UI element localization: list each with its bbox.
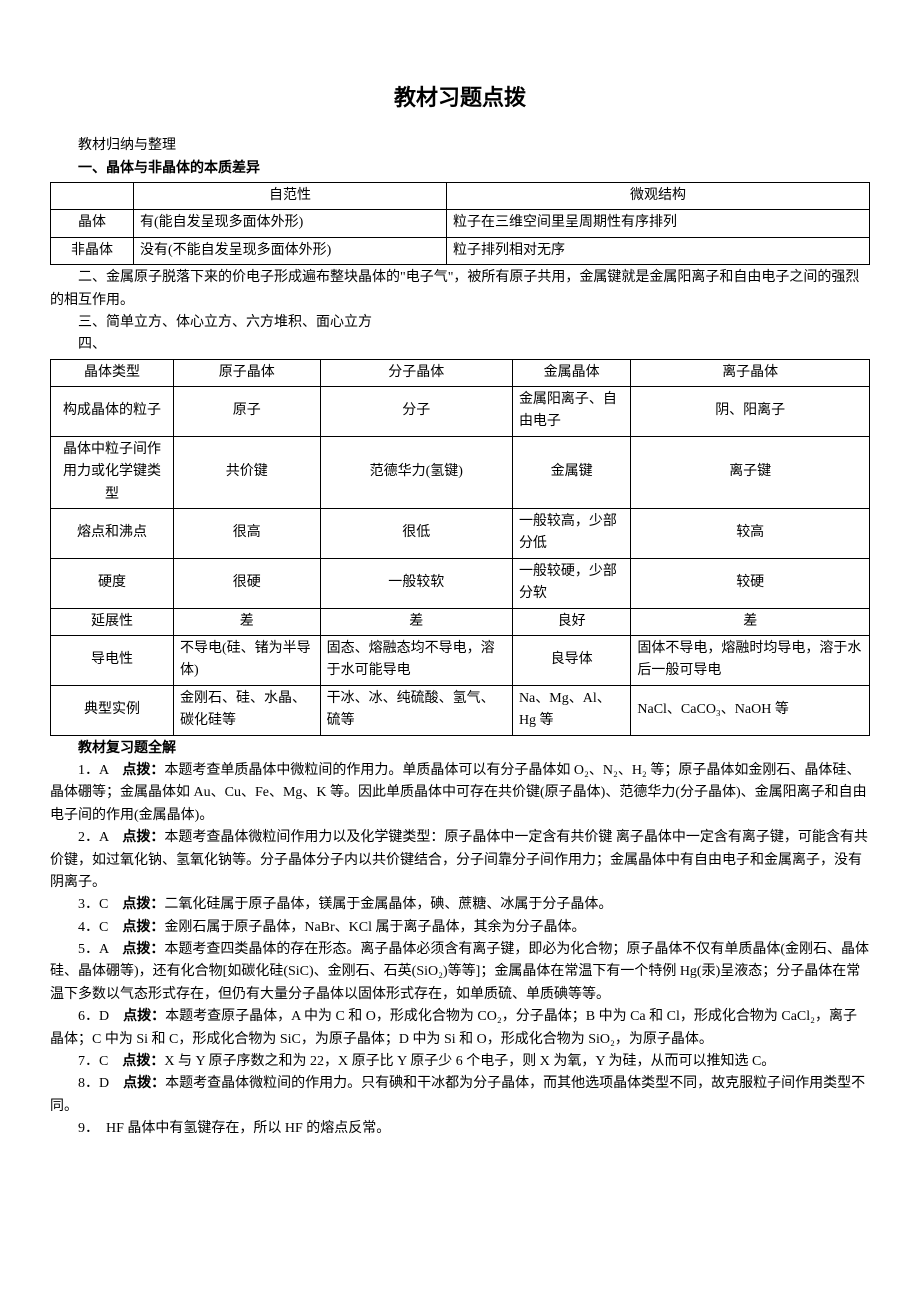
- table-row: 硬度 很硬 一般较软 一般较硬，少部分软 较硬: [51, 558, 870, 608]
- table-row: 晶体中粒子间作用力或化学键类型 共价键 范德华力(氢键) 金属键 离子键: [51, 436, 870, 508]
- th-blank: [51, 182, 134, 209]
- cell: 金属键: [512, 436, 630, 508]
- cell: 晶体: [51, 210, 134, 237]
- th: 原子晶体: [174, 359, 321, 386]
- table-row: 非晶体 没有(不能自发呈现多面体外形) 粒子排列相对无序: [51, 237, 870, 264]
- answer-text: 点拨：金刚石属于原子晶体，NaBr、KCl 属于离子晶体，其余为分子晶体。: [122, 920, 585, 935]
- cell: 干冰、冰、纯硫酸、氢气、硫等: [320, 685, 512, 735]
- row-label: 典型实例: [51, 685, 174, 735]
- cell: 金刚石、硅、水晶、碳化硅等: [174, 685, 321, 735]
- table-row: 熔点和沸点 很高 很低 一般较高，少部分低 较高: [51, 509, 870, 559]
- cell: 良好: [512, 608, 630, 635]
- table-crystal-types: 晶体类型 原子晶体 分子晶体 金属晶体 离子晶体 构成晶体的粒子 原子 分子 金…: [50, 359, 870, 736]
- answer-text: 点拨：本题考查单质晶体中微粒间的作用力。单质晶体可以有分子晶体如 O₂、N₂、H…: [50, 763, 867, 823]
- cell: 分子: [320, 387, 512, 437]
- answer-num: 9．: [78, 1121, 106, 1136]
- answer-text: HF 晶体中有氢键存在，所以 HF 的熔点反常。: [106, 1121, 390, 1136]
- section1-title: 一、晶体与非晶体的本质差异: [50, 158, 870, 180]
- row-label: 构成晶体的粒子: [51, 387, 174, 437]
- row-label: 硬度: [51, 558, 174, 608]
- th: 金属晶体: [512, 359, 630, 386]
- cell: 阴、阳离子: [631, 387, 870, 437]
- answer-item: 3．C 点拨：二氧化硅属于原子晶体，镁属于金属晶体，碘、蔗糖、冰属于分子晶体。: [50, 894, 870, 916]
- answer-text: 点拨：本题考查晶体微粒间的作用力。只有碘和干冰都为分子晶体，而其他选项晶体类型不…: [50, 1076, 865, 1113]
- cell: 不导电(硅、锗为半导体): [174, 636, 321, 686]
- table-row: 构成晶体的粒子 原子 分子 金属阳离子、自由电子 阴、阳离子: [51, 387, 870, 437]
- answer-num: 4．C: [78, 920, 122, 935]
- th: 晶体类型: [51, 359, 174, 386]
- review-title: 教材复习题全解: [50, 738, 870, 760]
- cell: 一般较硬，少部分软: [512, 558, 630, 608]
- answer-text: 点拨：本题考查晶体微粒间作用力以及化学键类型：原子晶体中一定含有共价键 离子晶体…: [50, 830, 868, 890]
- table-row: 晶体 有(能自发呈现多面体外形) 粒子在三维空间里呈周期性有序排列: [51, 210, 870, 237]
- cell: 差: [320, 608, 512, 635]
- answer-num: 3．C: [78, 897, 122, 912]
- row-label: 晶体中粒子间作用力或化学键类型: [51, 436, 174, 508]
- answer-text: 点拨：X 与 Y 原子序数之和为 22，X 原子比 Y 原子少 6 个电子，则 …: [122, 1054, 775, 1069]
- answer-item: 2．A 点拨：本题考查晶体微粒间作用力以及化学键类型：原子晶体中一定含有共价键 …: [50, 827, 870, 894]
- table-row: 典型实例 金刚石、硅、水晶、碳化硅等 干冰、冰、纯硫酸、氢气、硫等 Na、Mg、…: [51, 685, 870, 735]
- cell: 固体不导电，熔融时均导电，溶于水后一般可导电: [631, 636, 870, 686]
- answer-text: 点拨：本题考查原子晶体，A 中为 C 和 O，形成化合物为 CO₂，分子晶体；B…: [50, 1009, 857, 1046]
- section3-text: 三、简单立方、体心立方、六方堆积、面心立方: [50, 312, 870, 334]
- answer-num: 5．A: [78, 942, 122, 957]
- cell: 较高: [631, 509, 870, 559]
- answer-item: 5．A 点拨：本题考查四类晶体的存在形态。离子晶体必须含有离子键，即必为化合物；…: [50, 939, 870, 1006]
- cell: 较硬: [631, 558, 870, 608]
- th-selfform: 自范性: [134, 182, 447, 209]
- cell: 有(能自发呈现多面体外形): [134, 210, 447, 237]
- answer-num: 6．D: [78, 1009, 123, 1024]
- section4-text: 四、: [50, 334, 870, 356]
- answer-item: 9． HF 晶体中有氢键存在，所以 HF 的熔点反常。: [50, 1118, 870, 1140]
- th-microstructure: 微观结构: [447, 182, 870, 209]
- cell: 很高: [174, 509, 321, 559]
- row-label: 熔点和沸点: [51, 509, 174, 559]
- cell: 金属阳离子、自由电子: [512, 387, 630, 437]
- answer-num: 1．A: [78, 763, 122, 778]
- cell: 没有(不能自发呈现多面体外形): [134, 237, 447, 264]
- answer-num: 8．D: [78, 1076, 123, 1091]
- cell: 良导体: [512, 636, 630, 686]
- page-title: 教材习题点拨: [50, 80, 870, 115]
- section-intro: 教材归纳与整理: [50, 135, 870, 157]
- answer-num: 2．A: [78, 830, 122, 845]
- cell: 很低: [320, 509, 512, 559]
- cell: 一般较软: [320, 558, 512, 608]
- row-label: 延展性: [51, 608, 174, 635]
- answer-item: 4．C 点拨：金刚石属于原子晶体，NaBr、KCl 属于离子晶体，其余为分子晶体…: [50, 917, 870, 939]
- answer-item: 7．C 点拨：X 与 Y 原子序数之和为 22，X 原子比 Y 原子少 6 个电…: [50, 1051, 870, 1073]
- th: 离子晶体: [631, 359, 870, 386]
- cell: 离子键: [631, 436, 870, 508]
- table-row: 延展性 差 差 良好 差: [51, 608, 870, 635]
- cell: 原子: [174, 387, 321, 437]
- row-label: 导电性: [51, 636, 174, 686]
- table-header-row: 晶体类型 原子晶体 分子晶体 金属晶体 离子晶体: [51, 359, 870, 386]
- cell: 非晶体: [51, 237, 134, 264]
- answer-item: 6．D 点拨：本题考查原子晶体，A 中为 C 和 O，形成化合物为 CO₂，分子…: [50, 1006, 870, 1051]
- th: 分子晶体: [320, 359, 512, 386]
- answer-item: 1．A 点拨：本题考查单质晶体中微粒间的作用力。单质晶体可以有分子晶体如 O₂、…: [50, 760, 870, 827]
- cell: 很硬: [174, 558, 321, 608]
- section2-text: 二、金属原子脱落下来的价电子形成遍布整块晶体的"电子气"，被所有原子共用，金属键…: [50, 267, 870, 312]
- table-crystal-vs-noncrystal: 自范性 微观结构 晶体 有(能自发呈现多面体外形) 粒子在三维空间里呈周期性有序…: [50, 182, 870, 265]
- cell: NaCl、CaCO₃、NaOH 等: [631, 685, 870, 735]
- table-row: 导电性 不导电(硅、锗为半导体) 固态、熔融态均不导电，溶于水可能导电 良导体 …: [51, 636, 870, 686]
- cell: 差: [174, 608, 321, 635]
- answer-text: 点拨：本题考查四类晶体的存在形态。离子晶体必须含有离子键，即必为化合物；原子晶体…: [50, 942, 869, 1002]
- cell: 粒子排列相对无序: [447, 237, 870, 264]
- table-header-row: 自范性 微观结构: [51, 182, 870, 209]
- cell: 差: [631, 608, 870, 635]
- cell: 粒子在三维空间里呈周期性有序排列: [447, 210, 870, 237]
- cell: 范德华力(氢键): [320, 436, 512, 508]
- answer-num: 7．C: [78, 1054, 122, 1069]
- cell: 共价键: [174, 436, 321, 508]
- answer-item: 8．D 点拨：本题考查晶体微粒间的作用力。只有碘和干冰都为分子晶体，而其他选项晶…: [50, 1073, 870, 1118]
- cell: 固态、熔融态均不导电，溶于水可能导电: [320, 636, 512, 686]
- cell: 一般较高，少部分低: [512, 509, 630, 559]
- cell: Na、Mg、Al、Hg 等: [512, 685, 630, 735]
- answer-text: 点拨：二氧化硅属于原子晶体，镁属于金属晶体，碘、蔗糖、冰属于分子晶体。: [122, 897, 612, 912]
